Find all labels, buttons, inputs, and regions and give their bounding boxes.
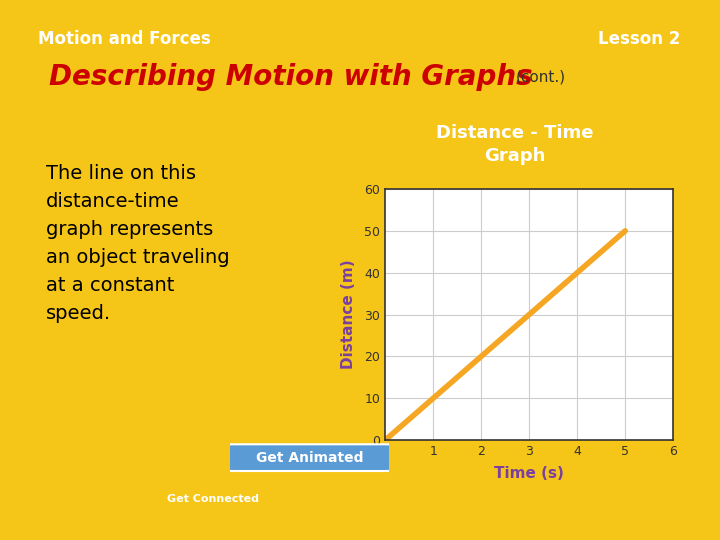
Text: Get Connected: Get Connected [166, 494, 258, 504]
Text: (cont.): (cont.) [516, 70, 566, 84]
Text: Lesson 2: Lesson 2 [598, 30, 681, 48]
X-axis label: Time (s): Time (s) [494, 467, 564, 481]
Text: Describing Motion with Graphs: Describing Motion with Graphs [49, 63, 532, 91]
Text: Motion and Forces: Motion and Forces [37, 30, 210, 48]
Text: Get Animated: Get Animated [256, 451, 364, 464]
FancyBboxPatch shape [225, 444, 394, 471]
Y-axis label: Distance (m): Distance (m) [341, 260, 356, 369]
Text: Distance - Time
Graph: Distance - Time Graph [436, 124, 593, 165]
Text: The line on this
distance-time
graph represents
an object traveling
at a constan: The line on this distance-time graph rep… [46, 164, 230, 323]
